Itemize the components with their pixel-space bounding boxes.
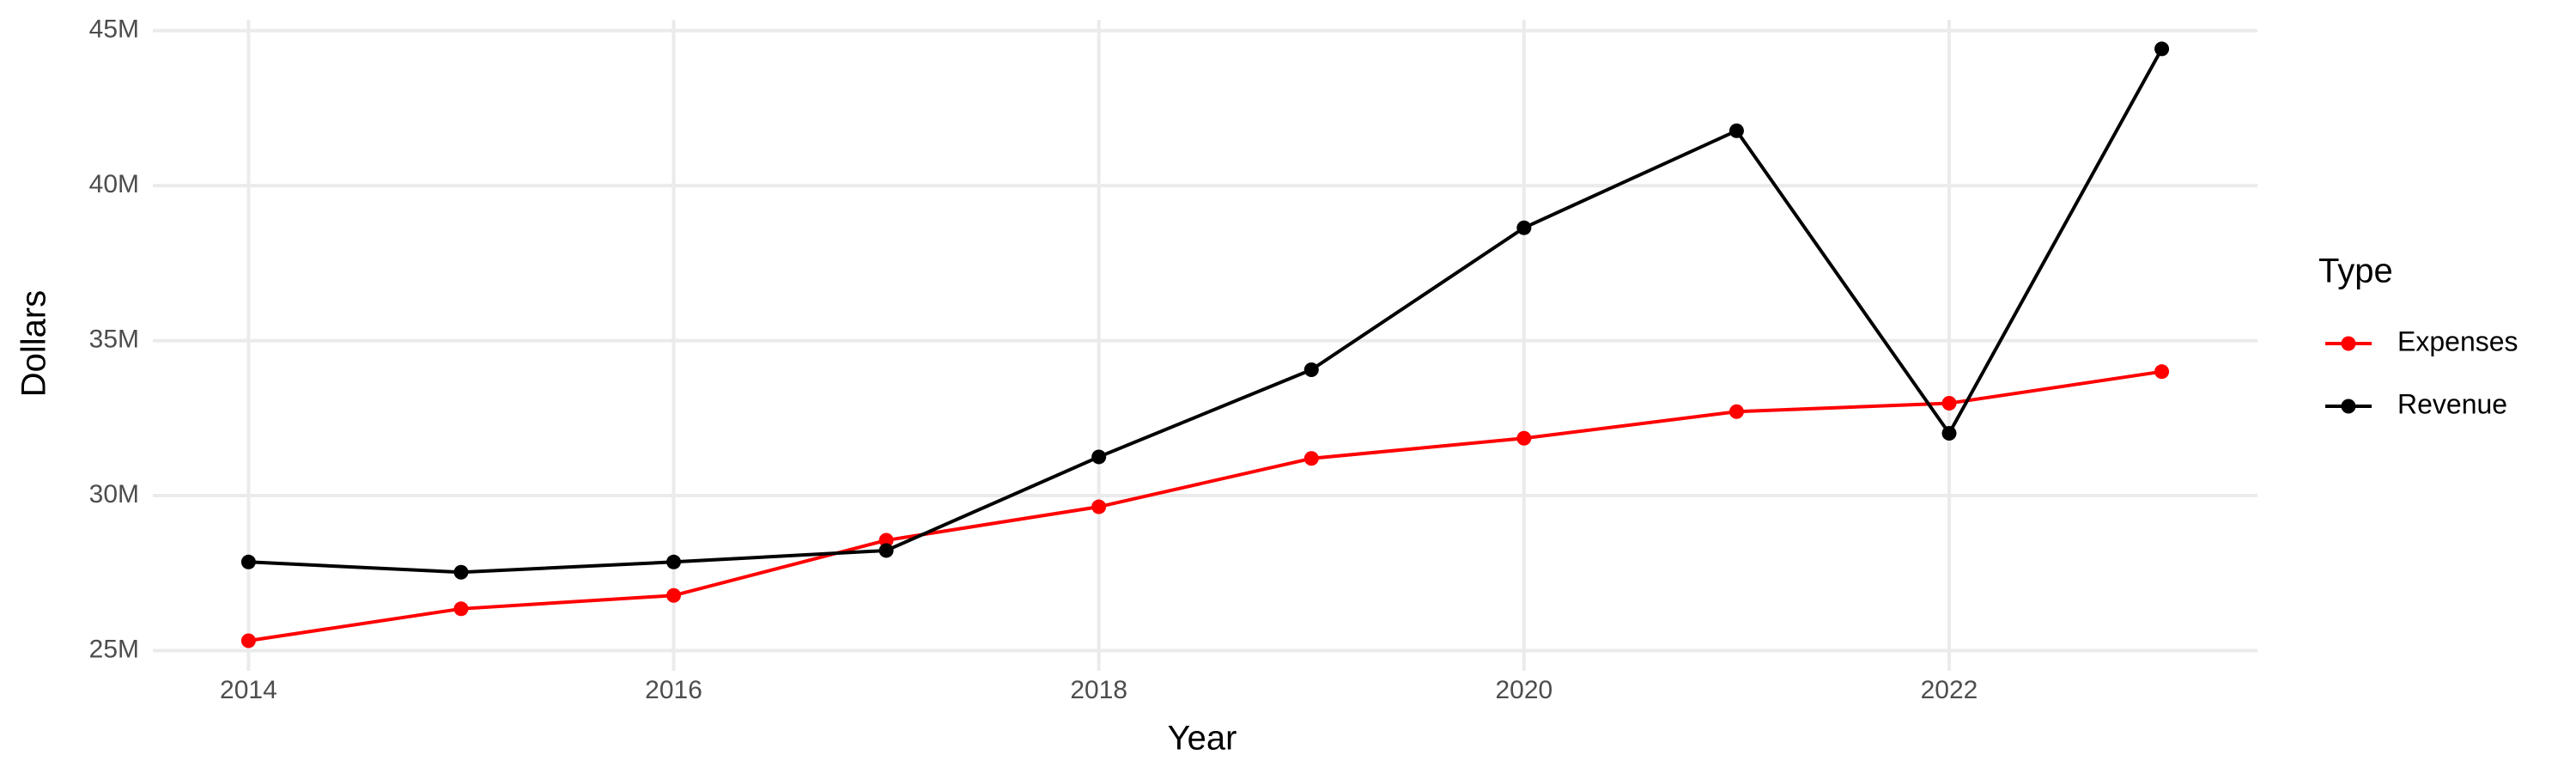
y-tick-label: 35M — [89, 326, 139, 354]
data-point — [1516, 430, 1532, 446]
data-point — [666, 587, 682, 603]
data-point — [453, 601, 469, 617]
data-point — [240, 633, 256, 648]
data-point — [2154, 41, 2170, 57]
data-point — [2154, 364, 2170, 380]
series-line — [248, 369, 2162, 642]
data-point — [1091, 499, 1107, 514]
x-tick-label: 2014 — [220, 676, 277, 704]
x-tick-label: 2016 — [645, 676, 702, 704]
x-tick-label: 2022 — [1921, 676, 1978, 704]
x-tick-label: 2018 — [1070, 676, 1127, 704]
data-point — [666, 554, 682, 569]
data-point — [1941, 426, 1957, 441]
data-point — [240, 554, 256, 569]
data-point — [1728, 404, 1744, 419]
data-point — [878, 533, 894, 548]
data-point — [453, 564, 469, 580]
data-point — [1303, 362, 1319, 378]
legend-title: Type — [2318, 253, 2393, 290]
y-tick-label: 40M — [89, 170, 139, 198]
y-tick-label: 30M — [89, 480, 139, 508]
data-point — [1516, 220, 1532, 235]
y-tick-label: 45M — [89, 15, 139, 44]
data-point — [1941, 395, 1957, 411]
data-point — [1728, 123, 1744, 138]
legend-key-point — [2341, 336, 2356, 351]
data-point — [878, 543, 894, 558]
data-point — [1091, 449, 1107, 465]
y-tick-label: 25M — [89, 635, 139, 663]
legend-key-point — [2341, 399, 2356, 414]
series-line — [248, 47, 2164, 575]
x-tick-label: 2020 — [1495, 676, 1552, 704]
x-axis-title: Year — [1168, 720, 1237, 758]
legend-label: Expenses — [2397, 326, 2518, 356]
y-axis-title: Dollars — [15, 290, 53, 397]
data-point — [1303, 451, 1319, 466]
legend-label: Revenue — [2397, 388, 2507, 419]
